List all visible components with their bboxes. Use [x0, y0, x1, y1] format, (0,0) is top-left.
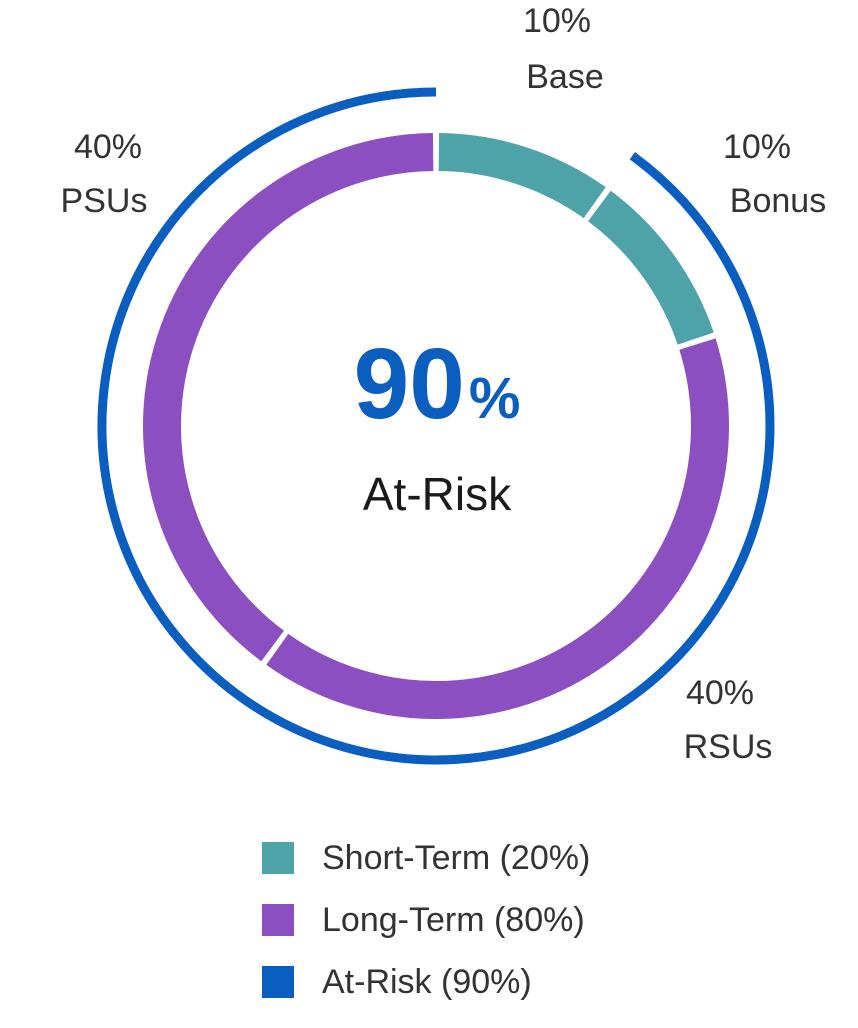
outer-ring-at-risk: [97, 87, 775, 765]
data-label-base-pct: 10%: [523, 2, 591, 40]
legend-label-long-term: Long-Term (80%): [322, 900, 585, 939]
legend-label-short-term: Short-Term (20%): [322, 838, 591, 877]
center-value: 90%: [354, 328, 521, 440]
legend-item-at-risk: At-Risk (90%): [262, 963, 590, 1001]
inner-ring-segment-rsus: [266, 338, 729, 719]
inner-ring-layer: [143, 133, 729, 719]
data-label-bonus-name: Bonus: [730, 182, 826, 220]
legend-item-short-term: Short-Term (20%): [262, 839, 590, 877]
center-value-number: 90: [354, 328, 465, 440]
legend-item-long-term: Long-Term (80%): [262, 901, 590, 939]
legend-swatch-at-risk: [262, 966, 294, 998]
outer-ring-layer: [97, 87, 775, 765]
inner-ring-segment-psus: [143, 133, 434, 662]
data-label-rsus-name: RSUs: [684, 728, 773, 766]
center-label: At-Risk: [363, 468, 512, 520]
legend-swatch-short-term: [262, 842, 294, 874]
data-label-bonus-pct: 10%: [723, 128, 791, 166]
donut-chart: 90% At-Risk 10% Base 10% Bonus 40% RSUs …: [61, 2, 827, 766]
data-label-psus-name: PSUs: [61, 182, 148, 220]
legend-swatch-long-term: [262, 904, 294, 936]
legend: Short-Term (20%) Long-Term (80%) At-Risk…: [262, 839, 590, 1028]
legend-label-at-risk: At-Risk (90%): [322, 962, 532, 1001]
center-value-unit: %: [469, 366, 521, 431]
data-label-rsus-pct: 40%: [686, 674, 754, 712]
inner-ring-segment-base: [438, 133, 606, 219]
inner-ring-segment-bonus: [587, 190, 714, 345]
data-label-base-name: Base: [526, 58, 604, 96]
data-label-psus-pct: 40%: [74, 128, 142, 166]
